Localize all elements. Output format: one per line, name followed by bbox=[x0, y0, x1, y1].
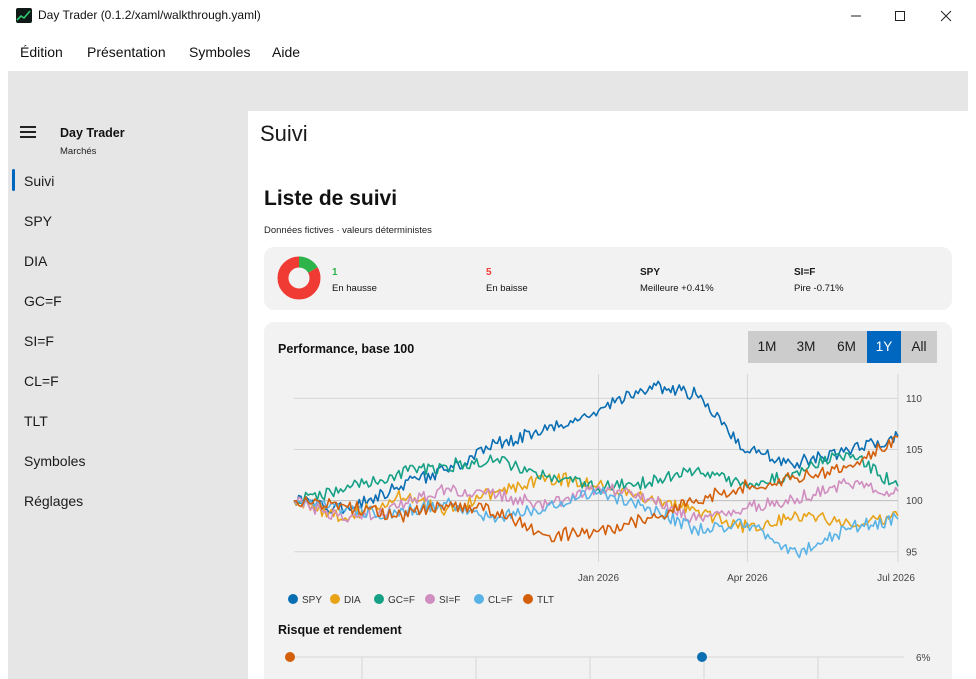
chart-line-icon bbox=[16, 8, 32, 23]
range-6m[interactable]: 6M bbox=[826, 331, 867, 363]
menu-edition[interactable]: Édition bbox=[20, 44, 63, 60]
brand-title: Day Trader bbox=[60, 126, 125, 140]
y-tick-label: 105 bbox=[906, 445, 923, 456]
risk-return-chart: 6% bbox=[285, 652, 931, 679]
minimize-button[interactable] bbox=[832, 0, 878, 31]
main-content: Suivi Liste de suivi Données fictives · … bbox=[248, 111, 968, 679]
sidebar-item-gcf[interactable]: GC=F bbox=[24, 293, 62, 309]
sidebar-item-tlt[interactable]: TLT bbox=[24, 413, 48, 429]
range-1y[interactable]: 1Y bbox=[867, 331, 901, 363]
legend-spy[interactable]: SPY bbox=[288, 594, 322, 606]
y-tick-label: 95 bbox=[906, 547, 918, 558]
page-title: Suivi bbox=[260, 121, 308, 146]
up-down-donut bbox=[277, 256, 321, 300]
menu-symboles[interactable]: Symboles bbox=[189, 44, 251, 60]
series-line-gcf bbox=[293, 452, 899, 504]
hamburger-icon[interactable] bbox=[20, 125, 38, 139]
down-count: 5 bbox=[486, 267, 492, 278]
minimize-icon bbox=[851, 15, 861, 17]
series-line-sif bbox=[293, 478, 899, 524]
range-3m[interactable]: 3M bbox=[786, 331, 826, 363]
series-line-clf bbox=[293, 486, 899, 559]
best-label: Meilleure +0.41% bbox=[640, 283, 714, 294]
performance-card: Performance, base 100 1M 3M 6M 1Y All Ja… bbox=[264, 322, 952, 679]
y-tick-label: 100 bbox=[906, 496, 923, 507]
legend-sif[interactable]: SI=F bbox=[425, 594, 460, 606]
up-label: En hausse bbox=[332, 283, 377, 294]
close-button[interactable] bbox=[922, 0, 968, 31]
sidebar-item-sif[interactable]: SI=F bbox=[24, 333, 54, 349]
risk-return-title: Risque et rendement bbox=[278, 623, 402, 637]
sidebar-item-clf[interactable]: CL=F bbox=[24, 373, 59, 389]
range-all[interactable]: All bbox=[901, 331, 937, 363]
summary-card: 1 En hausse 5 En baisse SPY Meilleure +0… bbox=[264, 247, 952, 310]
best-symbol: SPY bbox=[640, 267, 661, 278]
selection-indicator bbox=[12, 169, 15, 191]
window-title: Day Trader (0.1.2/xaml/walkthrough.yaml) bbox=[38, 8, 261, 22]
y-tick-label: 110 bbox=[906, 394, 922, 405]
brand-subtitle: Marchés bbox=[60, 146, 97, 157]
risk-point-tlt[interactable] bbox=[285, 652, 295, 662]
sidebar-item-suivi[interactable]: Suivi bbox=[24, 173, 55, 189]
legend-tlt[interactable]: TLT bbox=[523, 594, 554, 606]
close-icon bbox=[940, 10, 952, 22]
risk-y-tick-label: 6% bbox=[916, 653, 931, 664]
up-count: 1 bbox=[332, 267, 338, 278]
sidebar-item-symboles[interactable]: Symboles bbox=[24, 453, 86, 469]
down-label: En baisse bbox=[486, 283, 528, 294]
legend-clf[interactable]: CL=F bbox=[474, 594, 513, 606]
series-line-spy bbox=[293, 380, 899, 514]
menu-bar: Édition Présentation Symboles Aide bbox=[8, 31, 968, 71]
section-title: Liste de suivi bbox=[264, 187, 398, 210]
title-bar: Day Trader (0.1.2/xaml/walkthrough.yaml) bbox=[0, 0, 976, 31]
donut-up-slice bbox=[277, 256, 321, 300]
series-line-tlt bbox=[293, 435, 899, 543]
sidebar-item-spy[interactable]: SPY bbox=[24, 213, 53, 229]
performance-chart: Jan 2026 Apr 2026 Jul 2026 95 100 105 110 bbox=[293, 374, 923, 584]
x-tick-label: Jan 2026 bbox=[578, 573, 620, 584]
title-band bbox=[8, 71, 968, 111]
sidebar-item-reglages[interactable]: Réglages bbox=[24, 493, 84, 509]
legend-dia[interactable]: DIA bbox=[330, 594, 361, 606]
x-tick-label: Jul 2026 bbox=[877, 573, 915, 584]
sidebar: Day Trader Marchés Suivi SPY DIA GC=F SI… bbox=[8, 111, 248, 679]
series-line-dia bbox=[293, 472, 899, 534]
worst-label: Pire -0.71% bbox=[794, 283, 844, 294]
maximize-icon bbox=[895, 11, 905, 21]
sidebar-item-dia[interactable]: DIA bbox=[24, 253, 48, 269]
menu-presentation[interactable]: Présentation bbox=[87, 44, 166, 60]
risk-point-spy[interactable] bbox=[697, 652, 707, 662]
maximize-button[interactable] bbox=[876, 0, 922, 31]
range-1m[interactable]: 1M bbox=[748, 331, 786, 363]
x-tick-label: Apr 2026 bbox=[727, 573, 768, 584]
worst-symbol: SI=F bbox=[794, 267, 816, 278]
section-subtitle: Données fictives · valeurs déterministes bbox=[264, 225, 432, 236]
performance-title: Performance, base 100 bbox=[278, 342, 415, 356]
menu-aide[interactable]: Aide bbox=[272, 44, 301, 60]
legend-gcf[interactable]: GC=F bbox=[374, 594, 415, 606]
